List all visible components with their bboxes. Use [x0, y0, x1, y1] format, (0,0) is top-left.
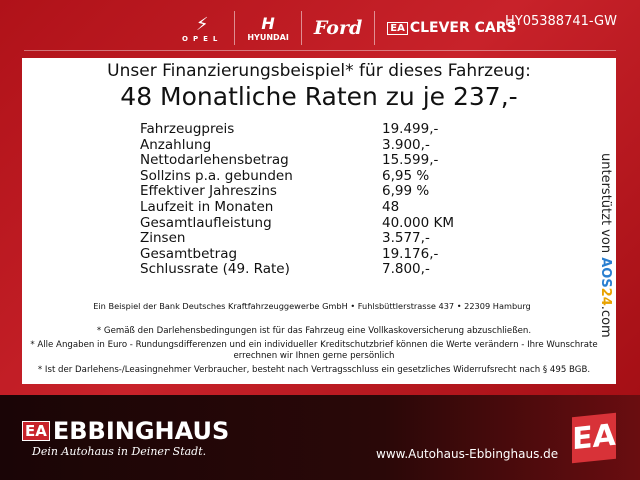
- row-value: 6,99 %: [382, 183, 430, 200]
- vehicle-reference: HY05388741-GW: [505, 14, 617, 29]
- supported-by-label: unterstützt von: [598, 153, 613, 254]
- row-value: 48: [382, 198, 400, 215]
- row-label: Schlussrate (49. Rate): [140, 261, 290, 278]
- slogan: Dein Autohaus in Deiner Stadt.: [32, 445, 207, 458]
- row-label: Fahrzeugpreis: [140, 121, 235, 137]
- table-row: Sollzins p.a. gebunden 6,95 %: [140, 167, 454, 185]
- row-value: 40.000 KM: [382, 214, 455, 231]
- row-label: Gesamtbetrag: [140, 245, 238, 262]
- row-label: Anzahlung: [140, 136, 212, 153]
- header-banner: ⚡ OPEL H HYUNDAI Ford EA CLEVER CARS HY0538…: [0, 0, 640, 395]
- row-value: 15.599,-: [382, 152, 439, 169]
- table-row: Anzahlung 3.900,-: [140, 136, 454, 154]
- row-value: 3.577,-: [382, 230, 430, 247]
- row-label: Gesamtlaufleistung: [140, 214, 272, 231]
- website-url: www.Autohaus-Ebbinghaus.de: [376, 447, 559, 461]
- table-row: Nettodarlehensbetrag 15.599,-: [140, 153, 454, 169]
- supported-by-aos24: unterstützt von AOS24.com: [598, 153, 613, 338]
- row-value: 7.800,-: [382, 261, 430, 278]
- footnotes: * Gemäß den Darlehensbedingungen ist für…: [22, 326, 616, 378]
- footnote: * Alle Angaben in Euro - Rundungsdiffere…: [30, 339, 598, 362]
- divider: [24, 50, 616, 51]
- footnote: * Gemäß den Darlehensbedingungen ist für…: [96, 326, 532, 336]
- ea-logo-large: EA: [572, 412, 616, 464]
- divider: [300, 11, 302, 45]
- aos24-logo: AOS24: [598, 257, 613, 306]
- financing-panel: Unser Finanzierungsbeispiel* für dieses …: [22, 58, 616, 384]
- financing-title: Unser Finanzierungsbeispiel* für dieses …: [107, 61, 531, 81]
- table-row: Gesamtlaufleistung 40.000 KM: [140, 214, 455, 232]
- table-row: Zinsen 3.577,-: [140, 231, 454, 247]
- footer-banner: EA EBBINGHAUS Dein Autohaus in Deiner Sta…: [0, 395, 640, 480]
- table-row: Effektiver Jahreszins 6,99 %: [140, 184, 454, 200]
- bank-info: Ein Beispiel der Bank Deutsches Kraftfah…: [93, 301, 531, 311]
- row-value: 19.499,-: [382, 121, 439, 137]
- table-row: Schlussrate (49. Rate) 7.800,-: [140, 262, 454, 278]
- monthly-rate-headline: 48 Monatliche Raten zu je 237,-: [120, 82, 518, 111]
- divider: [234, 11, 236, 45]
- ebbinghaus-logo: EA EBBINGHAUS: [22, 417, 229, 445]
- row-label: Sollzins p.a. gebunden: [140, 167, 293, 184]
- financing-table: Fahrzeugpreis 19.499,- Anzahlung 3.900,- Net…: [140, 121, 455, 278]
- footnote: * Ist der Darlehens-/Leasingnehmer Verbr…: [37, 364, 591, 375]
- row-label: Zinsen: [140, 230, 186, 247]
- table-row: Gesamtbetrag 19.176,-: [140, 245, 454, 263]
- hyundai-logo: H HYUNDAI: [247, 14, 289, 42]
- row-value: 6,95 %: [382, 167, 430, 184]
- row-value: 3.900,-: [382, 136, 430, 153]
- table-row: Laufzeit in Monaten 48: [140, 198, 454, 216]
- brand-logos: ⚡ OPEL H HYUNDAI Ford EA CLEVER CARS: [170, 8, 529, 48]
- divider: [374, 11, 376, 45]
- row-label: Effektiver Jahreszins: [140, 183, 277, 200]
- ford-logo: Ford: [313, 17, 363, 39]
- table-row: Fahrzeugpreis 19.499,-: [140, 121, 454, 138]
- aos24-domain: .com: [598, 305, 613, 338]
- clever-cars-logo: EA CLEVER CARS: [375, 20, 528, 36]
- row-label: Laufzeit in Monaten: [140, 198, 274, 215]
- row-label: Nettodarlehensbetrag: [140, 152, 289, 169]
- row-value: 19.176,-: [382, 245, 439, 262]
- opel-logo: ⚡ OPEL: [182, 13, 223, 43]
